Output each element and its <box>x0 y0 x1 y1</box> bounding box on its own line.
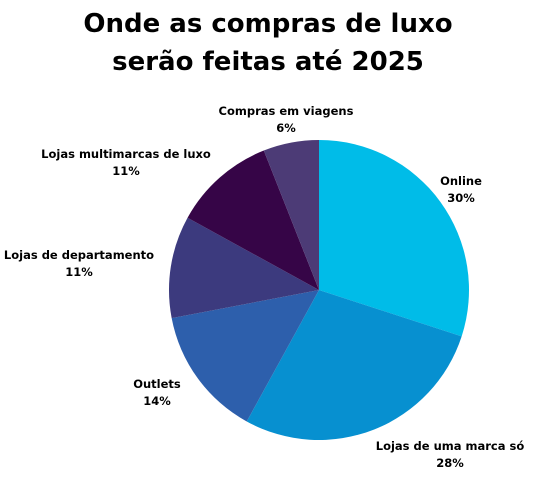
slice-label-6: Compras em viagens <box>219 104 354 118</box>
slice-value-label-1: 30% <box>447 191 475 205</box>
slice-value-label-2: 28% <box>436 456 464 470</box>
chart-title: Onde as compras de luxo serão feitas até… <box>83 9 452 77</box>
pie-slice-1 <box>319 140 470 337</box>
slice-label-1: Online <box>440 174 482 188</box>
slice-value-label-6: 6% <box>276 121 296 135</box>
slice-label-2: Lojas de uma marca só <box>376 439 525 453</box>
chart-title-line-1: Onde as compras de luxo <box>83 9 452 39</box>
pie-slice-6 <box>263 140 319 290</box>
slice-label-3: Outlets <box>133 377 181 391</box>
pie-slice-5 <box>187 150 319 290</box>
slice-value-label-5: 11% <box>112 164 140 178</box>
pie-slice-4 <box>169 217 319 319</box>
slice-label-5: Lojas multimarcas de luxo <box>41 147 211 161</box>
slice-label-4: Lojas de departamento <box>4 248 154 262</box>
pie-slice-2 <box>246 290 462 441</box>
chart-title-line-2: serão feitas até 2025 <box>112 47 424 77</box>
pie-slice-3 <box>171 290 319 422</box>
pie-labels: Online 30% Lojas de uma marca só 28% Outlets… <box>4 104 524 470</box>
slice-value-label-4: 11% <box>65 265 93 279</box>
slice-value-label-3: 14% <box>143 394 171 408</box>
pie-slices <box>169 140 470 441</box>
